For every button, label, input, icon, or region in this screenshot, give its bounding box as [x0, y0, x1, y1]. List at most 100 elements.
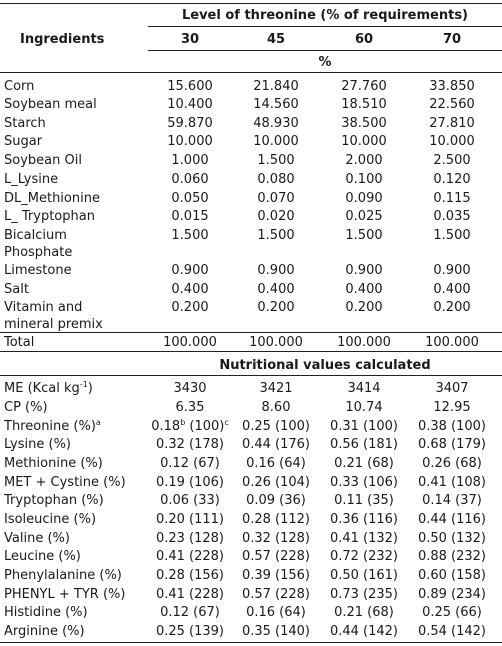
nutrient-value: 0.28 (156): [148, 569, 232, 582]
level-header-70: 70: [442, 32, 462, 47]
nutrient-value: 0.57 (228): [232, 550, 320, 563]
ingredient-row: Starch 59.870 48.930 38.500 27.810: [0, 117, 502, 135]
nutrient-value-text: 8.60: [261, 400, 291, 415]
ingredient-value: 0.070: [257, 191, 295, 206]
ingredient-name: Soybean meal: [4, 97, 97, 112]
ingredient-name: L_ Tryptophan: [4, 209, 95, 224]
nutrient-value-text: 0.12 (67): [160, 605, 220, 620]
nutrient-row: Threonine (%)a 0.18b (100)c 0.25 (100) 0.31…: [0, 418, 502, 438]
nutrient-value: 0.60 (158): [408, 569, 496, 582]
nutrient-name-text: Arginine (%): [4, 624, 85, 639]
nutrient-name-text: Tryptophan (%): [4, 493, 104, 508]
nutrient-value-text: 0.89 (234): [417, 587, 487, 602]
nutrient-value: 0.89 (234): [408, 588, 496, 601]
ingredient-name: Vitamin and: [4, 300, 83, 315]
header-rule: [148, 50, 502, 51]
nutrient-value-text: 0.36 (116): [329, 512, 399, 527]
ingredient-name: Sugar: [4, 134, 43, 149]
ingredient-name-line2: mineral premix: [4, 317, 103, 332]
nutrient-row: Lysine (%) 0.32 (178) 0.44 (176) 0.56 (181)…: [0, 438, 502, 456]
total-rule: [0, 332, 502, 333]
nutrient-value-text: 0.16 (64): [246, 605, 306, 620]
nutrient-row: Leucine (%) 0.41 (228) 0.57 (228) 0.72 (232…: [0, 550, 502, 568]
nutrient-name: PHENYL + TYR (%): [4, 588, 125, 601]
ingredient-value: 2.000: [345, 153, 383, 168]
nutrient-name-text: CP (%): [4, 400, 48, 415]
ingredient-value: 0.400: [257, 282, 295, 297]
total-label: Total: [4, 335, 35, 350]
ingredient-value: 14.560: [253, 97, 299, 112]
nutrient-value-text: 3430: [173, 381, 207, 396]
nutrient-value: 0.25 (100): [232, 420, 320, 433]
nutrient-value: 12.95: [408, 401, 496, 414]
ingredient-value: 0.050: [171, 191, 209, 206]
nutrient-name-superscript: -1: [79, 380, 88, 389]
nutrient-value-text: 0.44 (142): [329, 624, 399, 639]
nutrition-title-rule: [0, 375, 502, 376]
nutrient-value: 0.50 (161): [320, 569, 408, 582]
nutrient-value-text: 0.21 (68): [334, 456, 394, 471]
level-header-30: 30: [180, 32, 200, 47]
footnote-b: b: [180, 418, 186, 427]
ingredient-row: Corn 15.600 21.840 27.760 33.850: [0, 80, 502, 98]
nutrient-value-text: 0.25 (100): [241, 419, 311, 434]
nutrient-value-text: 0.28 (112): [241, 512, 311, 527]
nutrient-value: 0.16 (64): [232, 606, 320, 619]
nutrient-value: 0.41 (228): [148, 588, 232, 601]
nutrient-row: ME (Kcal kg-1) 3430 3421 3414 3407: [0, 380, 502, 400]
nutrient-value-text: 0.14 (37): [422, 493, 482, 508]
nutrient-value-text: 0.41 (228): [155, 587, 225, 602]
nutrient-value-text: 0.54 (142): [417, 624, 487, 639]
nutrient-value: 0.88 (232): [408, 550, 496, 563]
ingredient-value: 1.000: [171, 153, 209, 168]
ingredient-row: Soybean meal 10.400 14.560 18.510 22.560: [0, 98, 502, 116]
nutrient-value-text: 3421: [259, 381, 293, 396]
nutrient-value-text: 10.74: [345, 400, 383, 415]
ingredient-row: Vitamin and mineral premix 0.200 0.200 0.200…: [0, 300, 502, 331]
nutrient-name: Tryptophan (%): [4, 494, 104, 507]
nutrient-row: MET + Cystine (%) 0.19 (106) 0.26 (104) 0.3…: [0, 476, 502, 494]
ingredients-header: Ingredients: [20, 32, 105, 47]
nutrient-value-text: 6.35: [175, 400, 205, 415]
nutrient-value-text: 0.56 (181): [329, 437, 399, 452]
nutrient-value-text: 0.12 (67): [160, 456, 220, 471]
nutrient-value: 0.50 (132): [408, 532, 496, 545]
nutrient-value-text: 0.72 (232): [329, 549, 399, 564]
total-value: 100.000: [249, 335, 303, 350]
nutrient-value: 3414: [320, 382, 408, 395]
nutrient-value: 0.23 (128): [148, 532, 232, 545]
nutrient-value-text: 12.95: [433, 400, 471, 415]
ingredient-name: Soybean Oil: [4, 153, 82, 168]
nutrient-name-superscript: a: [95, 418, 101, 427]
total-value: 100.000: [163, 335, 217, 350]
ingredient-value: 0.900: [345, 263, 383, 278]
nutrient-row: Arginine (%) 0.25 (139) 0.35 (140) 0.44 (14…: [0, 625, 502, 643]
ingredient-row: Sugar 10.000 10.000 10.000 10.000: [0, 135, 502, 153]
ingredient-value: 0.400: [345, 282, 383, 297]
nutrient-value-text: 0.18: [151, 419, 181, 434]
nutrient-value-text: 0.28 (156): [155, 568, 225, 583]
ingredient-row: Bicalcium Phosphate 1.500 1.500 1.500 1.500: [0, 229, 502, 259]
ingredient-value: 0.090: [345, 191, 383, 206]
footnote-c: c: [224, 418, 229, 427]
nutrient-value-text: 0.88 (232): [417, 549, 487, 564]
nutrient-value-text: 3414: [347, 381, 381, 396]
nutrient-value-text: 0.39 (156): [241, 568, 311, 583]
nutrient-name: Valine (%): [4, 532, 70, 545]
nutrient-value-text: 0.35 (140): [241, 624, 311, 639]
ingredient-value: 1.500: [257, 153, 295, 168]
nutrient-value: 0.19 (106): [148, 476, 232, 489]
ingredient-row: Soybean Oil 1.000 1.500 2.000 2.500: [0, 154, 502, 172]
nutrient-value-text: 0.26 (68): [422, 456, 482, 471]
nutrient-value-text: 0.19 (106): [155, 475, 225, 490]
ingredient-value: 0.900: [433, 263, 471, 278]
nutrient-value: 0.21 (68): [320, 457, 408, 470]
nutrient-value-text: 0.41 (228): [155, 549, 225, 564]
ingredient-value: 0.900: [171, 263, 209, 278]
nutrient-value: 0.41 (228): [148, 550, 232, 563]
nutrient-value: 0.12 (67): [148, 606, 232, 619]
nutrient-value: 3407: [408, 382, 496, 395]
ingredient-row: Limestone 0.900 0.900 0.900 0.900: [0, 264, 502, 282]
level-header-60: 60: [354, 32, 374, 47]
ingredient-value: 10.000: [167, 134, 213, 149]
